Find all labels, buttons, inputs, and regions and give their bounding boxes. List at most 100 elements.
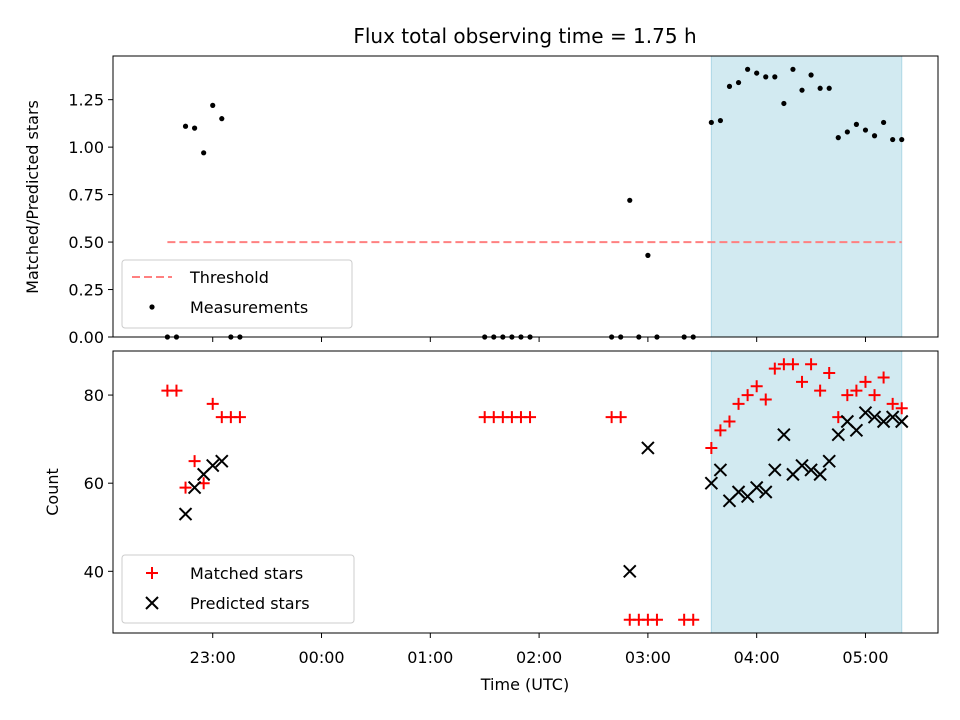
data-point [868, 389, 881, 402]
data-point [708, 119, 714, 126]
legend-measurements-label: Measurements [190, 298, 308, 317]
data-point [735, 79, 742, 86]
data-point [835, 135, 841, 141]
data-point [867, 410, 882, 424]
data-point [890, 136, 896, 143]
data-point [858, 405, 873, 420]
data-point [645, 252, 651, 258]
data-point [191, 125, 198, 131]
data-point [850, 384, 863, 397]
data-point [886, 397, 899, 410]
data-point [768, 463, 782, 477]
data-point [759, 485, 773, 499]
data-point [201, 150, 207, 156]
data-point [524, 411, 537, 424]
bottom-legend: Matched stars Predicted stars [121, 554, 355, 624]
data-point [179, 481, 192, 494]
x-tick-label: 05:00 [842, 648, 888, 667]
data-point [817, 85, 823, 91]
highlight-window [710, 55, 903, 338]
series-predicted-stars [178, 405, 909, 579]
data-point [772, 74, 778, 80]
y-tick-label: 1.25 [68, 91, 104, 110]
data-point [786, 358, 799, 371]
data-point [723, 415, 736, 428]
data-point [805, 358, 818, 371]
data-point [831, 428, 845, 442]
data-point [206, 458, 220, 473]
top-legend: Threshold Measurements [121, 259, 353, 329]
y-tick-label: 1.00 [68, 138, 104, 157]
data-point [799, 87, 805, 93]
data-point [844, 129, 850, 135]
data-point [206, 397, 219, 410]
data-point [895, 414, 909, 429]
data-point [641, 441, 655, 455]
x-tick-label: 23:00 [190, 648, 236, 667]
y-tick-label: 0.00 [68, 328, 104, 347]
data-point [187, 480, 202, 495]
data-point [853, 121, 860, 127]
data-point [754, 70, 760, 76]
data-point [813, 467, 827, 482]
legend-frame [121, 259, 353, 329]
data-point [822, 454, 836, 468]
data-point [233, 411, 246, 424]
data-point [804, 463, 818, 477]
y-tick-label: 40 [84, 562, 104, 581]
data-point [210, 102, 216, 108]
data-point [849, 423, 864, 438]
data-point [732, 397, 745, 410]
data-point [759, 393, 772, 406]
legend-matched-label: Matched stars [190, 564, 303, 583]
data-point [899, 136, 905, 143]
legend-frame [121, 554, 355, 624]
y-tick-label: 80 [84, 386, 104, 405]
data-point [745, 66, 751, 72]
data-point [881, 119, 887, 126]
legend-threshold-label: Threshold [189, 268, 269, 287]
data-point [714, 424, 727, 437]
legend-matched-swatch [146, 567, 158, 579]
data-point [777, 428, 791, 442]
data-point [862, 127, 869, 133]
x-tick-label: 03:00 [625, 648, 671, 667]
data-point [796, 375, 809, 388]
data-point [814, 384, 827, 397]
legend-measurements-swatch [149, 304, 155, 310]
data-point [795, 458, 809, 473]
x-tick-label: 01:00 [407, 648, 453, 667]
data-point [182, 123, 189, 129]
bottom-axes-frame [112, 350, 939, 634]
data-point [885, 410, 900, 424]
data-point [178, 507, 193, 521]
data-point [741, 389, 754, 402]
data-point [876, 414, 891, 429]
data-point [859, 375, 872, 388]
series-matched-stars [161, 358, 908, 626]
data-point [650, 613, 663, 626]
data-point [790, 66, 796, 72]
data-point [895, 402, 908, 415]
data-point [763, 74, 769, 80]
data-point [170, 384, 183, 397]
data-point [877, 371, 890, 384]
x-tick-label: 04:00 [734, 648, 780, 667]
data-point [717, 117, 724, 124]
x-tick-label: 02:00 [516, 648, 562, 667]
y-tick-label: 0.50 [68, 233, 104, 252]
data-point [627, 197, 633, 203]
data-point [687, 613, 700, 626]
data-point [823, 367, 836, 380]
y-tick-label: 60 [84, 474, 104, 493]
data-point [781, 100, 787, 107]
data-point [614, 411, 627, 424]
top-axes-frame [112, 55, 939, 338]
data-point [871, 133, 878, 139]
x-tick-label: 00:00 [298, 648, 344, 667]
bottom-y-axis-label: Count [43, 468, 62, 516]
top-y-axis-label: Matched/Predicted stars [23, 100, 42, 294]
data-point [726, 83, 733, 89]
data-point [704, 476, 719, 490]
